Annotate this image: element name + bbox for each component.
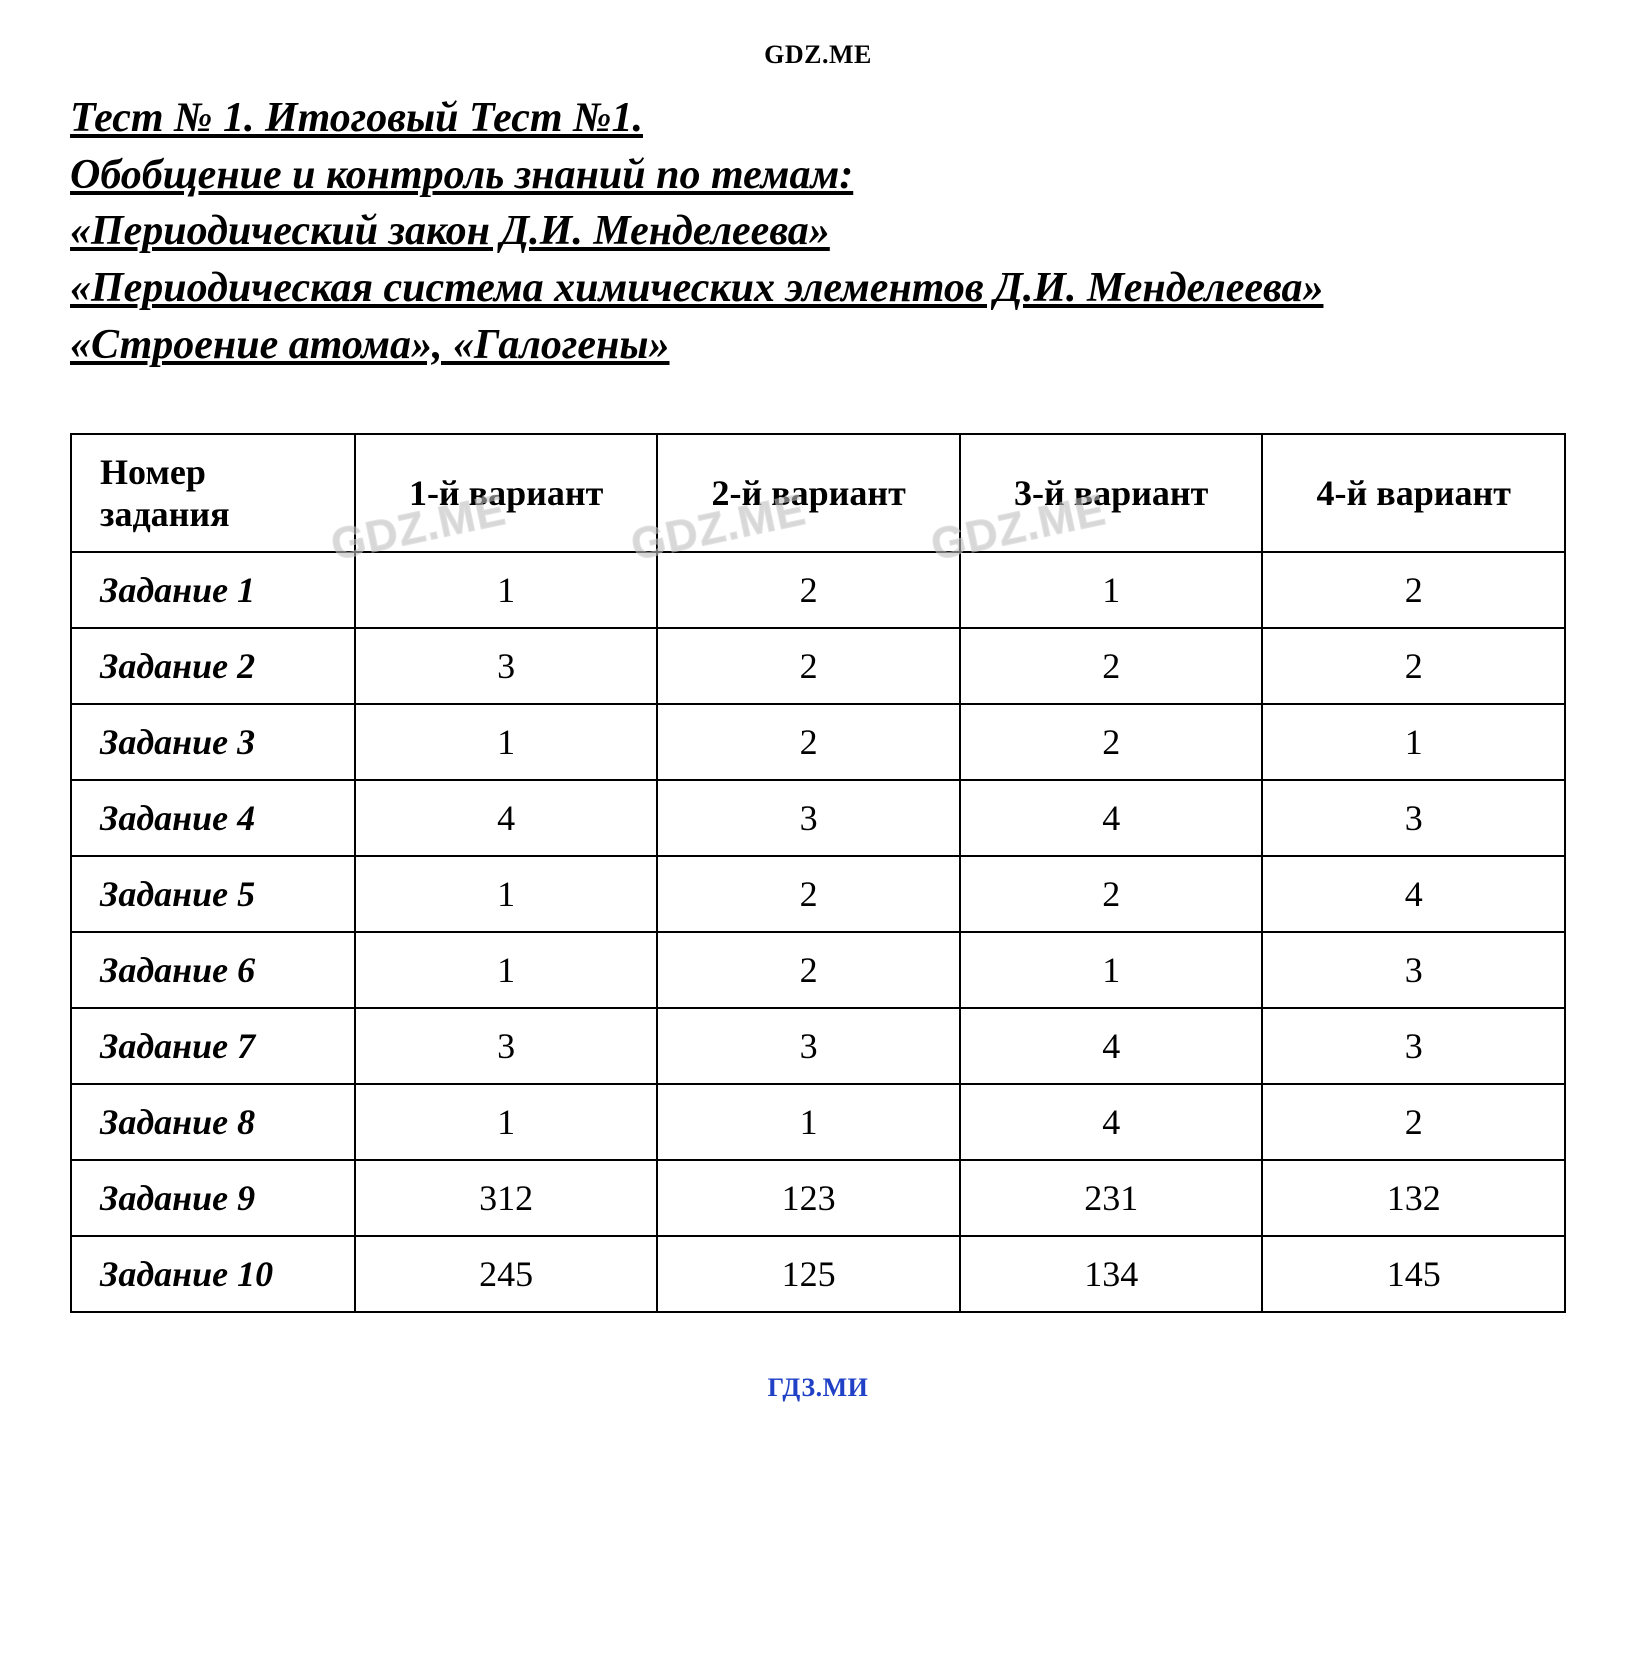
task-label: Задание 2 [71,628,355,704]
col-header-task: Номер задания [71,434,355,552]
col-header-variant-2: 2-й вариант [657,434,960,552]
table-container: GDZ.ME GDZ.ME GDZ.ME Номер задания 1-й в… [70,433,1566,1313]
task-label: Задание 4 [71,780,355,856]
answer-cell: 1 [960,552,1263,628]
task-label: Задание 7 [71,1008,355,1084]
answer-cell: 4 [960,1008,1263,1084]
title-line-3: «Периодический закон Д.И. Менделеева» [70,203,1566,260]
task-label: Задание 10 [71,1236,355,1312]
col-header-variant-4: 4-й вариант [1262,434,1565,552]
table-row: Задание 4 4 3 4 3 [71,780,1565,856]
table-row: Задание 10 245 125 134 145 [71,1236,1565,1312]
answer-cell: 1 [657,1084,960,1160]
answer-cell: 3 [1262,932,1565,1008]
title-line-2: Обобщение и контроль знаний по темам: [70,147,1566,204]
col-header-variant-3: 3-й вариант [960,434,1263,552]
answer-cell: 4 [1262,856,1565,932]
bottom-watermark: ГДЗ.МИ [70,1373,1566,1403]
answer-cell: 125 [657,1236,960,1312]
answer-cell: 245 [355,1236,658,1312]
table-row: Задание 5 1 2 2 4 [71,856,1565,932]
table-row: Задание 3 1 2 2 1 [71,704,1565,780]
answer-cell: 2 [657,552,960,628]
table-row: Задание 8 1 1 4 2 [71,1084,1565,1160]
task-label: Задание 6 [71,932,355,1008]
answers-table: Номер задания 1-й вариант 2-й вариант 3-… [70,433,1566,1313]
title-line-1: Тест № 1. Итоговый Тест №1. [70,90,1566,147]
answer-cell: 312 [355,1160,658,1236]
answer-cell: 2 [657,704,960,780]
answer-cell: 3 [355,1008,658,1084]
answer-cell: 1 [355,932,658,1008]
answer-cell: 3 [657,780,960,856]
top-watermark: GDZ.ME [70,40,1566,70]
answer-cell: 145 [1262,1236,1565,1312]
answer-cell: 1 [355,704,658,780]
table-row: Задание 7 3 3 4 3 [71,1008,1565,1084]
answer-cell: 2 [657,856,960,932]
answer-cell: 2 [1262,552,1565,628]
table-row: Задание 1 1 2 1 2 [71,552,1565,628]
answer-cell: 2 [1262,1084,1565,1160]
answer-cell: 3 [1262,780,1565,856]
title-line-5: «Строение атома», «Галогены» [70,317,1566,374]
answer-cell: 4 [960,780,1263,856]
document-title: Тест № 1. Итоговый Тест №1. Обобщение и … [70,90,1566,373]
answer-cell: 1 [355,1084,658,1160]
answer-cell: 2 [657,628,960,704]
title-line-4: «Периодическая система химических элемен… [70,260,1566,317]
task-label: Задание 5 [71,856,355,932]
answer-cell: 3 [355,628,658,704]
answer-cell: 2 [960,704,1263,780]
answer-cell: 123 [657,1160,960,1236]
answer-cell: 1 [355,552,658,628]
answer-cell: 134 [960,1236,1263,1312]
answer-cell: 3 [1262,1008,1565,1084]
answer-cell: 2 [1262,628,1565,704]
table-row: Задание 2 3 2 2 2 [71,628,1565,704]
answer-cell: 4 [355,780,658,856]
table-row: Задание 9 312 123 231 132 [71,1160,1565,1236]
answer-cell: 2 [657,932,960,1008]
task-label: Задание 1 [71,552,355,628]
answer-cell: 132 [1262,1160,1565,1236]
task-label: Задание 3 [71,704,355,780]
table-row: Задание 6 1 2 1 3 [71,932,1565,1008]
answer-cell: 1 [960,932,1263,1008]
answer-cell: 2 [960,856,1263,932]
answer-cell: 2 [960,628,1263,704]
answer-cell: 3 [657,1008,960,1084]
task-label: Задание 8 [71,1084,355,1160]
answer-cell: 1 [355,856,658,932]
answer-cell: 231 [960,1160,1263,1236]
answer-cell: 4 [960,1084,1263,1160]
task-label: Задание 9 [71,1160,355,1236]
answer-cell: 1 [1262,704,1565,780]
col-header-variant-1: 1-й вариант [355,434,658,552]
table-header-row: Номер задания 1-й вариант 2-й вариант 3-… [71,434,1565,552]
